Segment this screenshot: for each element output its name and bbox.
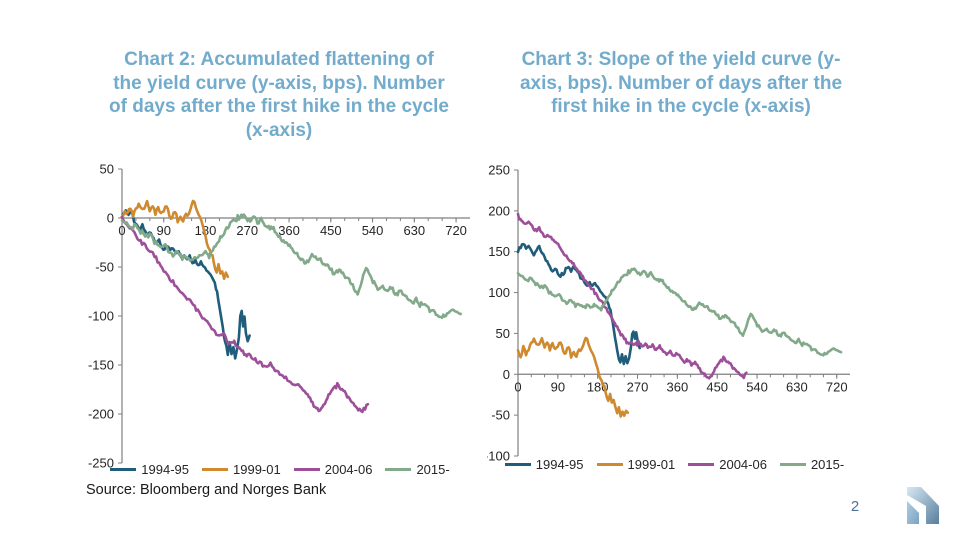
legend-item-1999-01: 1999-01: [596, 457, 676, 472]
legend-label: 2015-: [810, 457, 845, 472]
legend-swatch: [110, 468, 137, 471]
chart-2-ytick-label: 0: [107, 211, 114, 226]
chart-3-xtick-label: 270: [627, 379, 649, 394]
chart-2-ytick-label: -100: [88, 309, 114, 324]
legend-label: 1999-01: [627, 457, 676, 472]
logo-left-bar: [907, 501, 919, 524]
chart-2-series-2004-06: [120, 215, 370, 414]
page-number: 2: [850, 498, 860, 515]
legend-item-2004-06: 2004-06: [293, 462, 373, 477]
chart-3-ytick-label: 200: [488, 203, 510, 218]
legend-label: 1994-95: [141, 462, 190, 477]
chart-2-canvas: 50 0 -50 -100 -150 -200 -250 0 90 180 270 360 450 540…: [88, 162, 470, 471]
legend-label: 2015-: [416, 462, 450, 477]
chart-2-ytick-label: -200: [88, 407, 114, 422]
legend-label: 2004-06: [719, 457, 767, 472]
chart-2-ytick-label: -250: [88, 456, 114, 471]
chart-3-xtick-label: 540: [746, 379, 768, 394]
chart-2-xtick-label: 180: [195, 223, 217, 238]
legend-label: 1994-95: [535, 457, 584, 472]
chart-2-xtick-label: 450: [320, 223, 342, 238]
chart-3-xtick-label: 0: [514, 379, 521, 394]
norges-bank-logo: [907, 487, 939, 524]
chart-3-canvas: 250200150100500-50-100090180270360450540…: [487, 163, 850, 464]
chart-2-xtick-label: 720: [445, 223, 467, 238]
chart-2-series-1999-01: [120, 199, 230, 280]
legend-item-1994-95: 1994-95: [110, 462, 189, 477]
chart-3-ytick-label: 50: [496, 326, 510, 341]
legend-swatch: [779, 463, 806, 466]
chart-3-xtick-label: 450: [706, 379, 728, 394]
chart-3-xtick-label: 360: [667, 379, 689, 394]
chart-2-series-2015-: [120, 213, 463, 319]
source-text: Source: Bloomberg and Norges Bank: [86, 482, 327, 498]
chart-3-ytick-label: 250: [488, 163, 510, 178]
legend-swatch: [504, 463, 531, 466]
legend-item-2015-: 2015-: [779, 457, 845, 472]
chart-2-xtick-label: 90: [157, 223, 171, 238]
chart-3-series-2004-06: [516, 212, 748, 380]
chart-2-xtick-label: 540: [362, 223, 384, 238]
chart-2-ytick-label: 50: [100, 162, 114, 177]
chart-2-legend: 1994-95 1999-01 2004-06 2015-: [85, 462, 475, 477]
chart-3-ytick-label: 0: [503, 367, 510, 382]
legend-label: 1999-01: [233, 462, 281, 477]
chart-2-title: Chart 2: Accumulated flattening of the y…: [109, 49, 449, 141]
chart-3-series-1999-01: [516, 336, 630, 418]
chart-3-legend: 1994-95 1999-01 2004-06 2015-: [487, 457, 862, 472]
legend-item-2004-06: 2004-06: [688, 457, 767, 472]
chart-3-ytick-label: 100: [488, 285, 510, 300]
chart-2-xtick-label: 630: [403, 223, 425, 238]
logo-diagonal-bar: [907, 487, 939, 524]
chart-3-xtick-label: 630: [786, 379, 808, 394]
chart-2-ytick-label: -150: [88, 358, 114, 373]
chart-2-xtick-label: 0: [118, 223, 125, 238]
chart-3-title: Chart 3: Slope of the yield curve (y- ax…: [519, 49, 843, 118]
legend-item-2015-: 2015-: [385, 462, 450, 477]
legend-swatch: [202, 468, 229, 471]
legend-label: 2004-06: [324, 462, 373, 477]
legend-swatch: [596, 463, 623, 466]
legend-swatch: [385, 468, 412, 471]
chart-2-ytick-label: -50: [95, 260, 114, 275]
chart-2-xtick-label: 360: [278, 223, 300, 238]
legend-item-1994-95: 1994-95: [504, 457, 584, 472]
chart-3-xtick-label: 90: [551, 379, 565, 394]
chart-3-series-2015-: [516, 267, 843, 357]
legend-item-1999-01: 1999-01: [202, 462, 281, 477]
chart-3-xtick-label: 720: [826, 379, 848, 394]
legend-swatch: [293, 468, 320, 471]
chart-3-ytick-label: -50: [491, 408, 510, 423]
chart-2-xtick-label: 270: [236, 223, 258, 238]
legend-swatch: [688, 463, 715, 466]
chart-3-ytick-label: 150: [488, 244, 510, 259]
chart-3-ytick-label: -100: [487, 449, 510, 464]
